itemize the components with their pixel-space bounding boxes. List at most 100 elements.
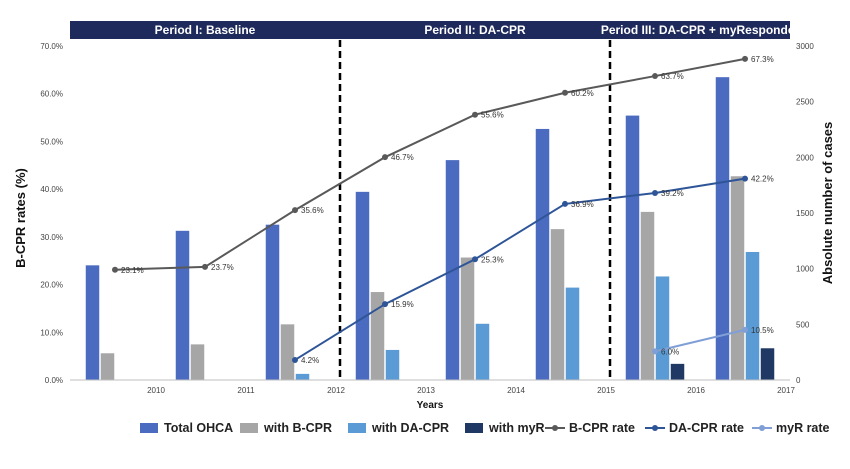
x-tick-label: 2015 xyxy=(597,386,615,395)
legend-label: DA-CPR rate xyxy=(669,421,744,435)
y-left-tick-label: 70.0% xyxy=(40,42,63,51)
x-tick-label: 2013 xyxy=(417,386,435,395)
bar xyxy=(670,363,685,380)
rate-data-label: 35.6% xyxy=(301,206,324,215)
x-tick-label: 2014 xyxy=(507,386,525,395)
period-banner xyxy=(610,21,790,39)
y-right-tick-label: 2500 xyxy=(796,98,814,107)
y-right-tick-label: 1000 xyxy=(796,265,814,274)
bar xyxy=(280,324,295,380)
rate-data-label: 46.7% xyxy=(391,153,414,162)
legend-label: with B-CPR xyxy=(263,421,332,435)
legend: Total OHCA with B-CPR with DA-CPR with myR B… xyxy=(140,421,830,435)
rate-point xyxy=(742,55,748,62)
bar xyxy=(565,287,580,380)
legend-swatch xyxy=(140,423,158,433)
y-left-tick-label: 60.0% xyxy=(40,90,63,99)
period-label: Period III: DA-CPR + myResponder xyxy=(601,23,800,37)
rate-point xyxy=(472,111,478,118)
rate-point xyxy=(112,266,118,273)
bar xyxy=(175,230,190,380)
y-axis-left-title: B-CPR rates (%) xyxy=(13,168,28,268)
legend-marker xyxy=(652,425,658,431)
rate-point xyxy=(562,200,568,207)
rate-data-label: 63.7% xyxy=(661,72,684,81)
period-banner xyxy=(340,21,610,39)
legend-swatch xyxy=(240,423,258,433)
y-left-tick-label: 30.0% xyxy=(40,233,63,242)
bar xyxy=(460,257,475,380)
y-left-tick-label: 40.0% xyxy=(40,185,63,194)
bar xyxy=(655,276,670,380)
rate-point xyxy=(562,89,568,96)
y-right-tick-label: 500 xyxy=(796,320,810,329)
period-label: Period I: Baseline xyxy=(155,23,256,37)
rate-point xyxy=(382,154,388,161)
x-axis-title: Years xyxy=(417,400,444,411)
rate-data-label: 67.3% xyxy=(751,55,774,64)
bar xyxy=(640,211,655,380)
period-banners: Period I: Baseline Period II: DA-CPR Perio… xyxy=(70,21,800,39)
rate-data-label: 23.7% xyxy=(211,263,234,272)
rate-data-label: 25.3% xyxy=(481,255,504,264)
bar xyxy=(370,292,385,380)
bar xyxy=(760,348,775,380)
bar xyxy=(100,353,115,380)
rate-point xyxy=(652,73,658,80)
legend-marker xyxy=(552,425,558,431)
legend-swatch xyxy=(348,423,366,433)
bar xyxy=(625,115,640,380)
rate-data-label: 23.1% xyxy=(121,266,144,275)
rate-point xyxy=(652,189,658,196)
rate-point xyxy=(202,263,208,270)
y-left-tick-label: 0.0% xyxy=(45,376,63,385)
x-tick-label: 2016 xyxy=(687,386,705,395)
legend-label: myR rate xyxy=(776,421,830,435)
y-axis-right-title: Absolute number of cases xyxy=(820,122,835,285)
rate-data-label: 10.5% xyxy=(751,326,774,335)
rate-point xyxy=(742,175,748,182)
y-left-tick-label: 20.0% xyxy=(40,281,63,290)
rate-line xyxy=(114,57,746,271)
rate-data-label: 6.0% xyxy=(661,347,679,356)
y-right-tick-label: 2000 xyxy=(796,153,814,162)
rate-line xyxy=(294,177,746,361)
bar xyxy=(745,251,760,380)
bar xyxy=(355,191,370,380)
rate-point xyxy=(652,348,658,355)
rate-data-label: 39.2% xyxy=(661,189,684,198)
rate-data-label: 60.2% xyxy=(571,89,594,98)
bar xyxy=(85,265,100,380)
bar xyxy=(535,128,550,380)
x-tick-label: 2011 xyxy=(237,386,255,395)
legend-swatch xyxy=(465,423,483,433)
rate-point xyxy=(742,326,748,333)
legend-marker xyxy=(759,425,765,431)
y-right-tick-label: 1500 xyxy=(796,209,814,218)
rate-data-label: 36.9% xyxy=(571,200,594,209)
x-tick-label: 2012 xyxy=(327,386,345,395)
y-left-tick-label: 10.0% xyxy=(40,328,63,337)
bars xyxy=(85,77,775,380)
rate-point xyxy=(472,256,478,263)
period-dividers xyxy=(338,40,612,380)
y-right-tick-label: 0 xyxy=(796,376,801,385)
rate-data-label: 15.9% xyxy=(391,300,414,309)
rate-lines: 23.1% 23.7% 35.6% 46.7% 55.6% 60.2% 63.7% 67.3%… xyxy=(112,55,774,365)
rate-line xyxy=(654,328,746,353)
rate-point xyxy=(382,301,388,308)
rate-point xyxy=(292,356,298,363)
bar xyxy=(715,77,730,380)
legend-label: with DA-CPR xyxy=(371,421,449,435)
legend-label: Total OHCA xyxy=(164,421,233,435)
bar xyxy=(730,176,745,380)
x-tick-label: 2010 xyxy=(147,386,165,395)
rate-point xyxy=(292,207,298,214)
bar xyxy=(385,349,400,380)
rate-data-label: 55.6% xyxy=(481,111,504,120)
period-banner xyxy=(70,21,340,39)
x-tick-label: 2017 xyxy=(777,386,795,395)
bar xyxy=(475,323,490,380)
y-left-tick-label: 50.0% xyxy=(40,137,63,146)
